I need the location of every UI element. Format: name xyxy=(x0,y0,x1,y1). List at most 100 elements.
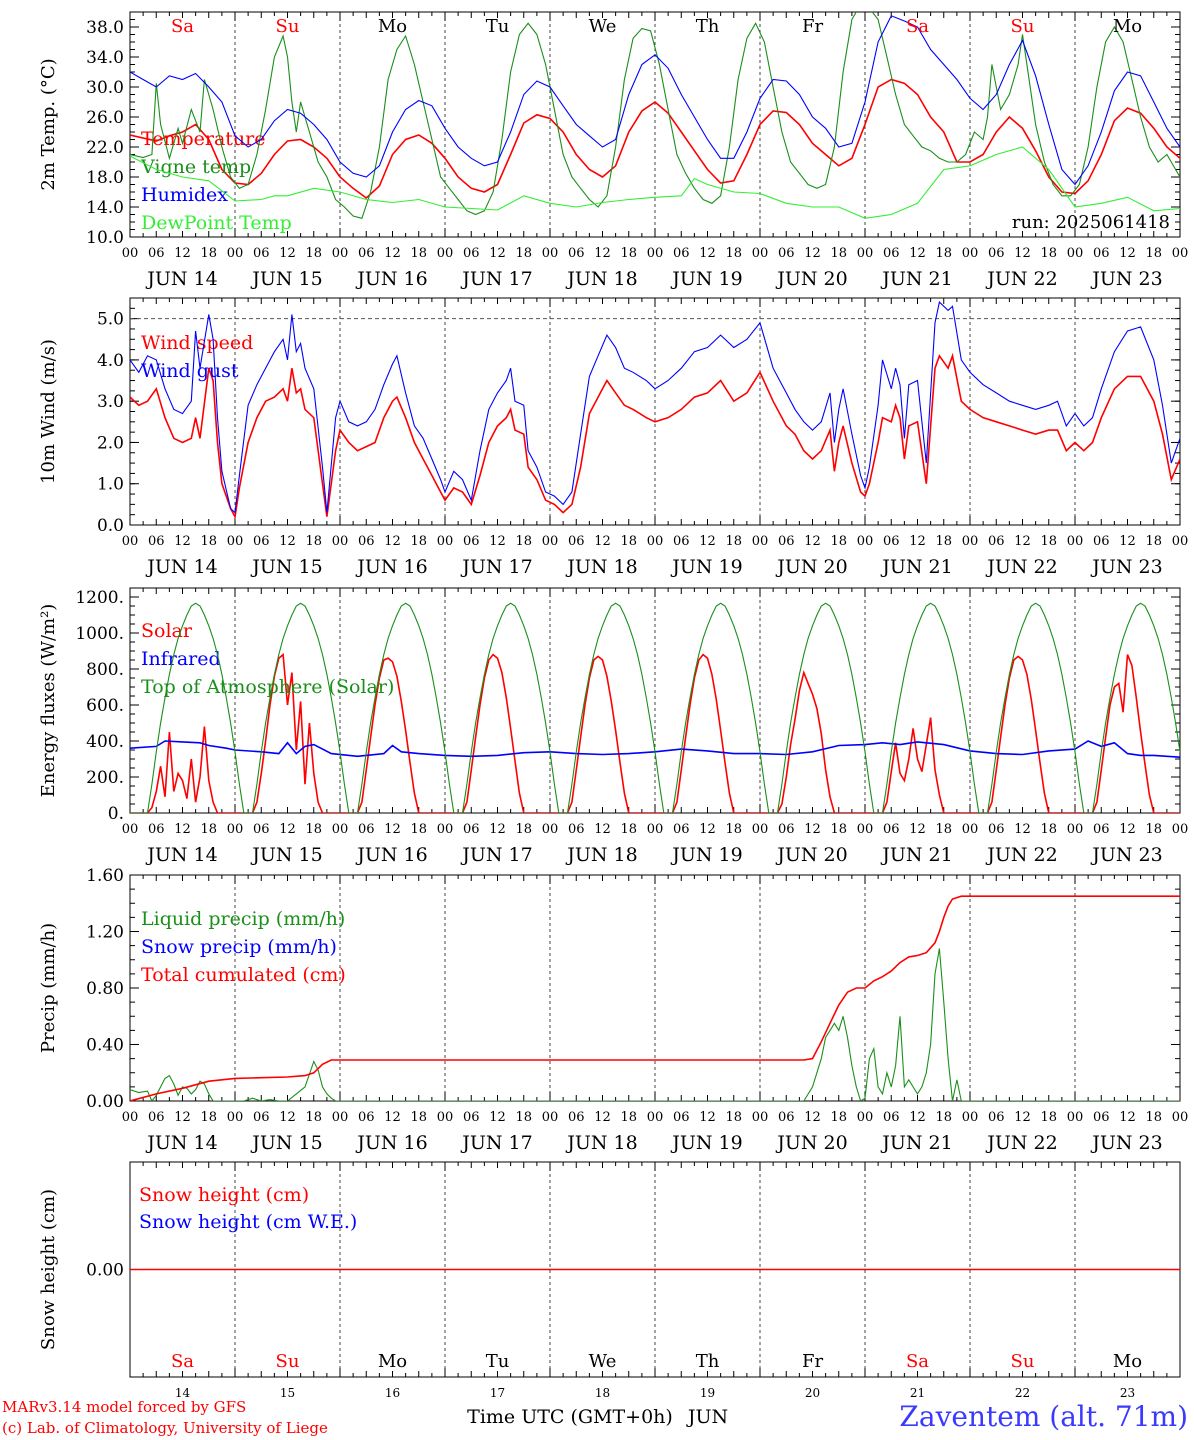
day-abbr-6: Th xyxy=(696,1351,720,1372)
hour-label: 06 xyxy=(988,822,1005,837)
hour-label: 12 xyxy=(1014,822,1031,837)
date-label: JUN 17 xyxy=(460,1132,532,1154)
hour-label: 12 xyxy=(594,1110,611,1125)
date-label: JUN 20 xyxy=(775,844,847,866)
date-label: JUN 19 xyxy=(670,1132,742,1154)
run-label: run: 2025061418 xyxy=(1012,212,1170,233)
hour-label: 12 xyxy=(909,534,926,549)
hour-label: 12 xyxy=(909,246,926,261)
hour-label: 12 xyxy=(384,822,401,837)
hour-label: 12 xyxy=(804,534,821,549)
legend-entry: Total cumulated (cm) xyxy=(141,964,346,986)
hour-label: 06 xyxy=(568,1110,585,1125)
hour-label: 12 xyxy=(489,822,506,837)
hour-label: 00 xyxy=(437,822,454,837)
hour-label: 06 xyxy=(778,1110,795,1125)
day-abbr-2: Su xyxy=(276,16,300,37)
panel-1: 10.0 14.0 18.0 22.0 26.0 30.0 34.0 38.0 2m Temp.… xyxy=(38,11,1188,290)
hour-label: 06 xyxy=(883,246,900,261)
hour-label: 18 xyxy=(830,1110,847,1125)
date-label: JUN 16 xyxy=(355,844,427,866)
hour-label: 06 xyxy=(988,1110,1005,1125)
hour-label: 06 xyxy=(148,822,165,837)
hour-label: 12 xyxy=(594,822,611,837)
hour-label: 00 xyxy=(122,822,139,837)
date-label: JUN 22 xyxy=(985,268,1057,290)
x-axis-month: JUN xyxy=(686,1406,728,1428)
y-tick-label: 14.0 xyxy=(86,198,124,218)
y-tick-label: 1000. xyxy=(75,624,124,644)
date-label: JUN 21 xyxy=(880,1132,952,1154)
hour-label: 12 xyxy=(489,246,506,261)
hour-label: 12 xyxy=(594,246,611,261)
hour-label: 18 xyxy=(515,246,532,261)
date-label: JUN 21 xyxy=(880,556,952,578)
panel-3: 0. 200. 400. 600. 800. 1000. 1200. Energy fluxe… xyxy=(38,587,1189,866)
hour-label: 18 xyxy=(515,1110,532,1125)
hour-label: 06 xyxy=(463,246,480,261)
hour-label: 12 xyxy=(594,534,611,549)
hour-label: 18 xyxy=(1040,822,1057,837)
series-line-total-cumulated-cm xyxy=(130,895,1180,1101)
hour-label: 18 xyxy=(620,246,637,261)
hour-label: 18 xyxy=(1145,1110,1162,1125)
hour-label: 12 xyxy=(279,1110,296,1125)
hour-label: 06 xyxy=(148,534,165,549)
date-label: JUN 23 xyxy=(1090,1132,1162,1154)
y-tick-label: 1200. xyxy=(75,588,124,608)
date-label: JUN 21 xyxy=(880,268,952,290)
hour-label: 06 xyxy=(463,534,480,549)
hour-label: 00 xyxy=(122,246,139,261)
hour-label: 18 xyxy=(305,822,322,837)
hour-label: 12 xyxy=(909,822,926,837)
legend-entry: Humidex xyxy=(141,184,228,206)
hour-label: 06 xyxy=(253,1110,270,1125)
y-tick-label: 10.0 xyxy=(86,228,124,248)
hour-label: 06 xyxy=(568,246,585,261)
date-label: JUN 20 xyxy=(775,556,847,578)
legend-entry: DewPoint Temp xyxy=(141,212,292,234)
hour-label: 00 xyxy=(1172,822,1189,837)
hour-label: 18 xyxy=(935,822,952,837)
hour-label: 06 xyxy=(463,1110,480,1125)
hour-label: 00 xyxy=(1172,1110,1189,1125)
hour-label: 00 xyxy=(857,1110,874,1125)
hour-label: 18 xyxy=(305,534,322,549)
hour-label: 00 xyxy=(332,1110,349,1125)
hour-label: 12 xyxy=(174,534,191,549)
hour-label: 18 xyxy=(410,822,427,837)
hour-label: 12 xyxy=(699,822,716,837)
y-tick-label: 400. xyxy=(86,732,124,752)
day-abbr-5: We xyxy=(589,1351,617,1372)
hour-label: 00 xyxy=(1067,1110,1084,1125)
hour-label: 00 xyxy=(542,1110,559,1125)
hour-label: 06 xyxy=(988,534,1005,549)
hour-label: 12 xyxy=(279,534,296,549)
hour-label: 18 xyxy=(935,534,952,549)
hour-label: 18 xyxy=(515,822,532,837)
y-tick-label: 22.0 xyxy=(86,138,124,158)
hour-label: 00 xyxy=(332,534,349,549)
date-label: JUN 23 xyxy=(1090,556,1162,578)
hour-label: 06 xyxy=(358,246,375,261)
day-number: 22 xyxy=(1015,1386,1030,1400)
hour-label: 12 xyxy=(699,1110,716,1125)
y-tick-label: 30.0 xyxy=(86,78,124,98)
hour-label: 18 xyxy=(410,534,427,549)
hour-label: 18 xyxy=(515,534,532,549)
day-number: 18 xyxy=(595,1386,610,1400)
hour-label: 12 xyxy=(909,1110,926,1125)
hour-label: 06 xyxy=(778,246,795,261)
day-abbr-8: Sa xyxy=(906,16,929,37)
hour-label: 00 xyxy=(542,246,559,261)
series-line-humidex xyxy=(130,15,1180,186)
series-line-solar xyxy=(130,653,1180,813)
legend-entry: Snow height (cm W.E.) xyxy=(139,1211,357,1233)
hour-label: 18 xyxy=(620,822,637,837)
model-credit: MARv3.14 model forced by GFS xyxy=(2,1398,247,1416)
hour-label: 00 xyxy=(437,534,454,549)
hour-label: 18 xyxy=(725,1110,742,1125)
date-label: JUN 23 xyxy=(1090,844,1162,866)
y-tick-label: 26.0 xyxy=(86,108,124,128)
